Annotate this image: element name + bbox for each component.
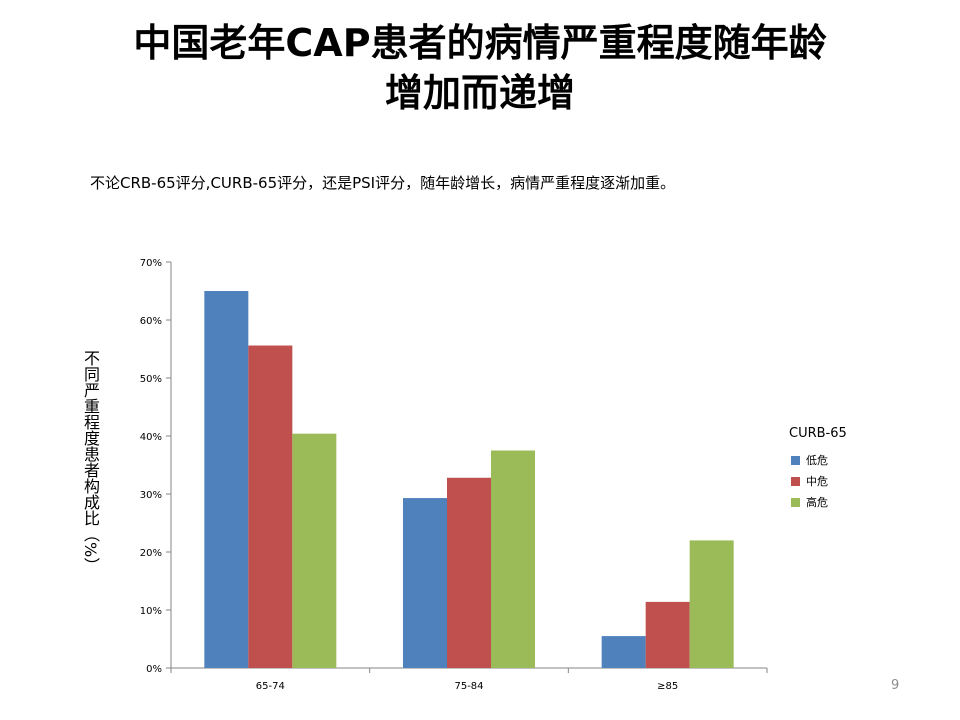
slide-title-line1: 中国老年CAP患者的病情严重程度随年龄 [133,21,827,65]
y-axis-label: 不同严重程度患者构成比（%） [81,350,100,574]
legend-swatch [791,476,800,486]
y-tick-label: 20% [140,548,162,559]
y-tick-label: 30% [140,490,162,501]
x-tick-label: ≥85 [657,681,678,692]
bar-3-2 [491,450,535,668]
bar-1-1 [204,291,249,668]
legend-item: 低危 [791,452,828,468]
legend-title: CURB-65 [789,426,847,441]
legend-item: 高危 [791,494,828,510]
y-tick-label: 0% [146,664,162,675]
slide-subtitle: 不论CRB-65评分,CURB-65评分，还是PSI评分，随年龄增长，病情严重程… [90,174,676,192]
y-tick-label: 60% [140,316,162,327]
slide-title-line2: 增加而递增 [384,71,575,115]
bar-3-1 [292,433,337,668]
page-number: 9 [891,678,900,693]
legend-label: 高危 [806,496,828,509]
bar-2-3 [645,601,690,668]
y-tick-label: 40% [140,432,162,443]
legend-swatch [791,455,800,465]
x-tick-label: 75-84 [454,681,483,692]
x-tick-label: 65-74 [256,681,285,692]
legend-label: 中危 [806,475,828,488]
legend-item: 中危 [791,473,828,489]
y-tick-label: 10% [140,606,162,617]
slide-title: 中国老年CAP患者的病情严重程度随年龄 增加而递增 [60,18,900,118]
bar-3-3 [689,540,734,668]
legend-swatch [791,497,800,507]
y-tick-label: 50% [140,374,162,385]
y-tick-label: 70% [140,258,162,269]
bar-2-2 [447,477,491,668]
bar-1-2 [403,498,447,668]
bar-2-1 [248,345,293,668]
legend-label: 低危 [806,454,828,467]
bar-1-3 [601,636,646,668]
